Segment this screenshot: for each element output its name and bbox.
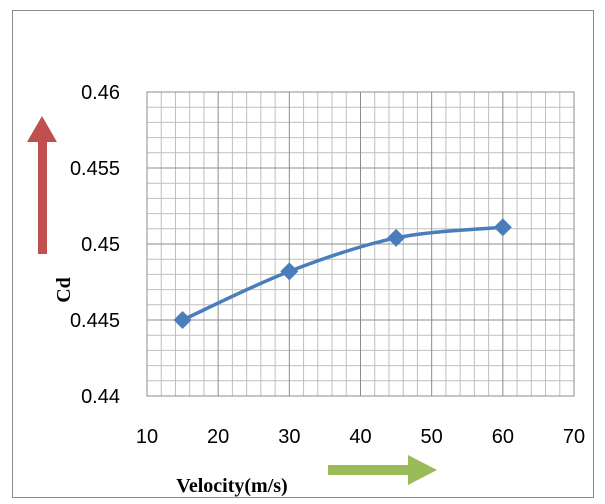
x-tick-label: 30	[278, 426, 300, 448]
x-tick-label: 50	[421, 426, 443, 448]
x-tick-label: 10	[136, 426, 158, 448]
y-tick-labels: 0.44 0.445 0.45 0.455 0.46	[70, 82, 120, 408]
x-tick-labels: 10 20 30 40 50 60 70	[136, 426, 585, 448]
series-line	[180, 225, 505, 322]
x-axis-title: Velocity(m/s)	[176, 475, 287, 497]
plot-area-border	[146, 91, 575, 397]
x-tick-label: 60	[492, 426, 514, 448]
series-markers	[173, 218, 512, 329]
data-point-marker	[493, 218, 512, 237]
y-tick-label: 0.455	[70, 158, 120, 180]
y-tick-label: 0.44	[81, 386, 120, 408]
x-tick-label: 20	[207, 426, 229, 448]
data-point-marker	[173, 311, 192, 329]
y-tick-label: 0.45	[81, 234, 120, 256]
x-tick-label: 70	[563, 426, 585, 448]
y-tick-label: 0.46	[81, 82, 120, 104]
data-point-marker	[387, 228, 406, 247]
x-direction-arrow	[328, 455, 437, 485]
y-axis-title: Cd	[53, 277, 75, 303]
y-direction-arrow	[27, 116, 57, 254]
x-tick-label: 40	[349, 426, 371, 448]
y-tick-label: 0.445	[70, 310, 120, 332]
data-point-marker	[280, 262, 299, 281]
chart-frame	[12, 10, 594, 498]
